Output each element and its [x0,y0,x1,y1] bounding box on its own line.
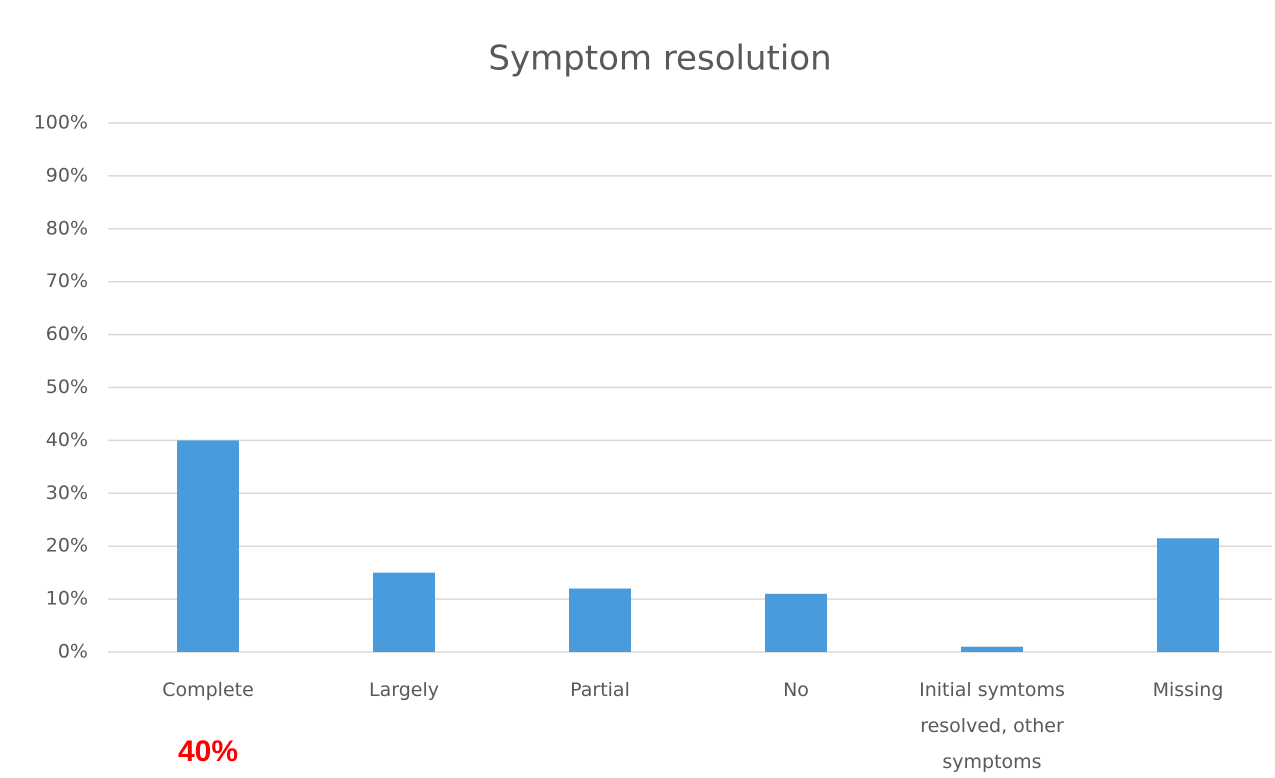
x-tick-label: Largely [369,679,439,701]
x-tick-label: Initial symtoms resolved, other symptoms [919,679,1065,773]
bar [569,588,631,652]
annotation: 40% [177,735,239,768]
y-tick-label: 100% [34,112,88,134]
x-tick-label: No [783,679,809,701]
y-tick-label: 80% [46,217,88,239]
y-tick-label: 50% [46,376,88,398]
y-tick-label: 90% [46,164,88,186]
x-tick-label: Complete [162,679,254,701]
bar [177,440,239,652]
y-tick-label: 30% [46,482,88,504]
bar [373,572,435,652]
y-tick-label: 10% [46,588,88,610]
chart-title: Symptom resolution [488,39,831,79]
x-tick-label: Missing [1152,679,1224,701]
bar [765,593,827,652]
bar [1157,538,1219,652]
y-tick-label: 60% [46,323,88,345]
bar [961,646,1023,652]
x-tick-label: Partial [570,679,630,701]
y-tick-label: 20% [46,535,88,557]
y-tick-label: 70% [46,270,88,292]
y-tick-label: 40% [46,429,88,451]
y-tick-label: 0% [58,641,88,663]
